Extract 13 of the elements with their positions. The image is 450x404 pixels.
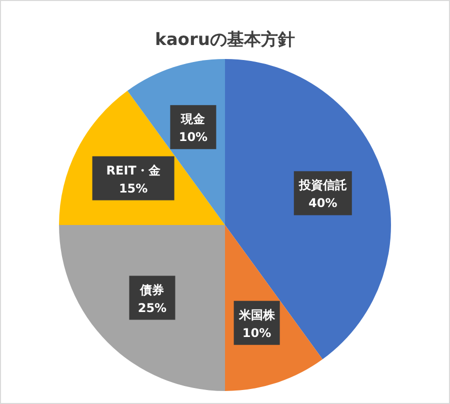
data-label: 10% — [242, 326, 272, 340]
slice-label: 債券 — [139, 282, 166, 297]
chart-title: kaoruの基本方針 — [155, 30, 295, 50]
data-label: 10% — [178, 130, 208, 144]
pie-slice — [225, 59, 391, 360]
data-label: 15% — [118, 181, 148, 196]
data-label: 25% — [138, 300, 167, 315]
slice-label: REIT・金 — [106, 163, 162, 178]
pie-slice — [59, 225, 225, 391]
slice-label: 現金 — [180, 112, 206, 126]
slice-label: 米国株 — [238, 308, 276, 322]
data-label: 40% — [308, 196, 338, 210]
slice-label: 投資信託 — [298, 178, 347, 192]
